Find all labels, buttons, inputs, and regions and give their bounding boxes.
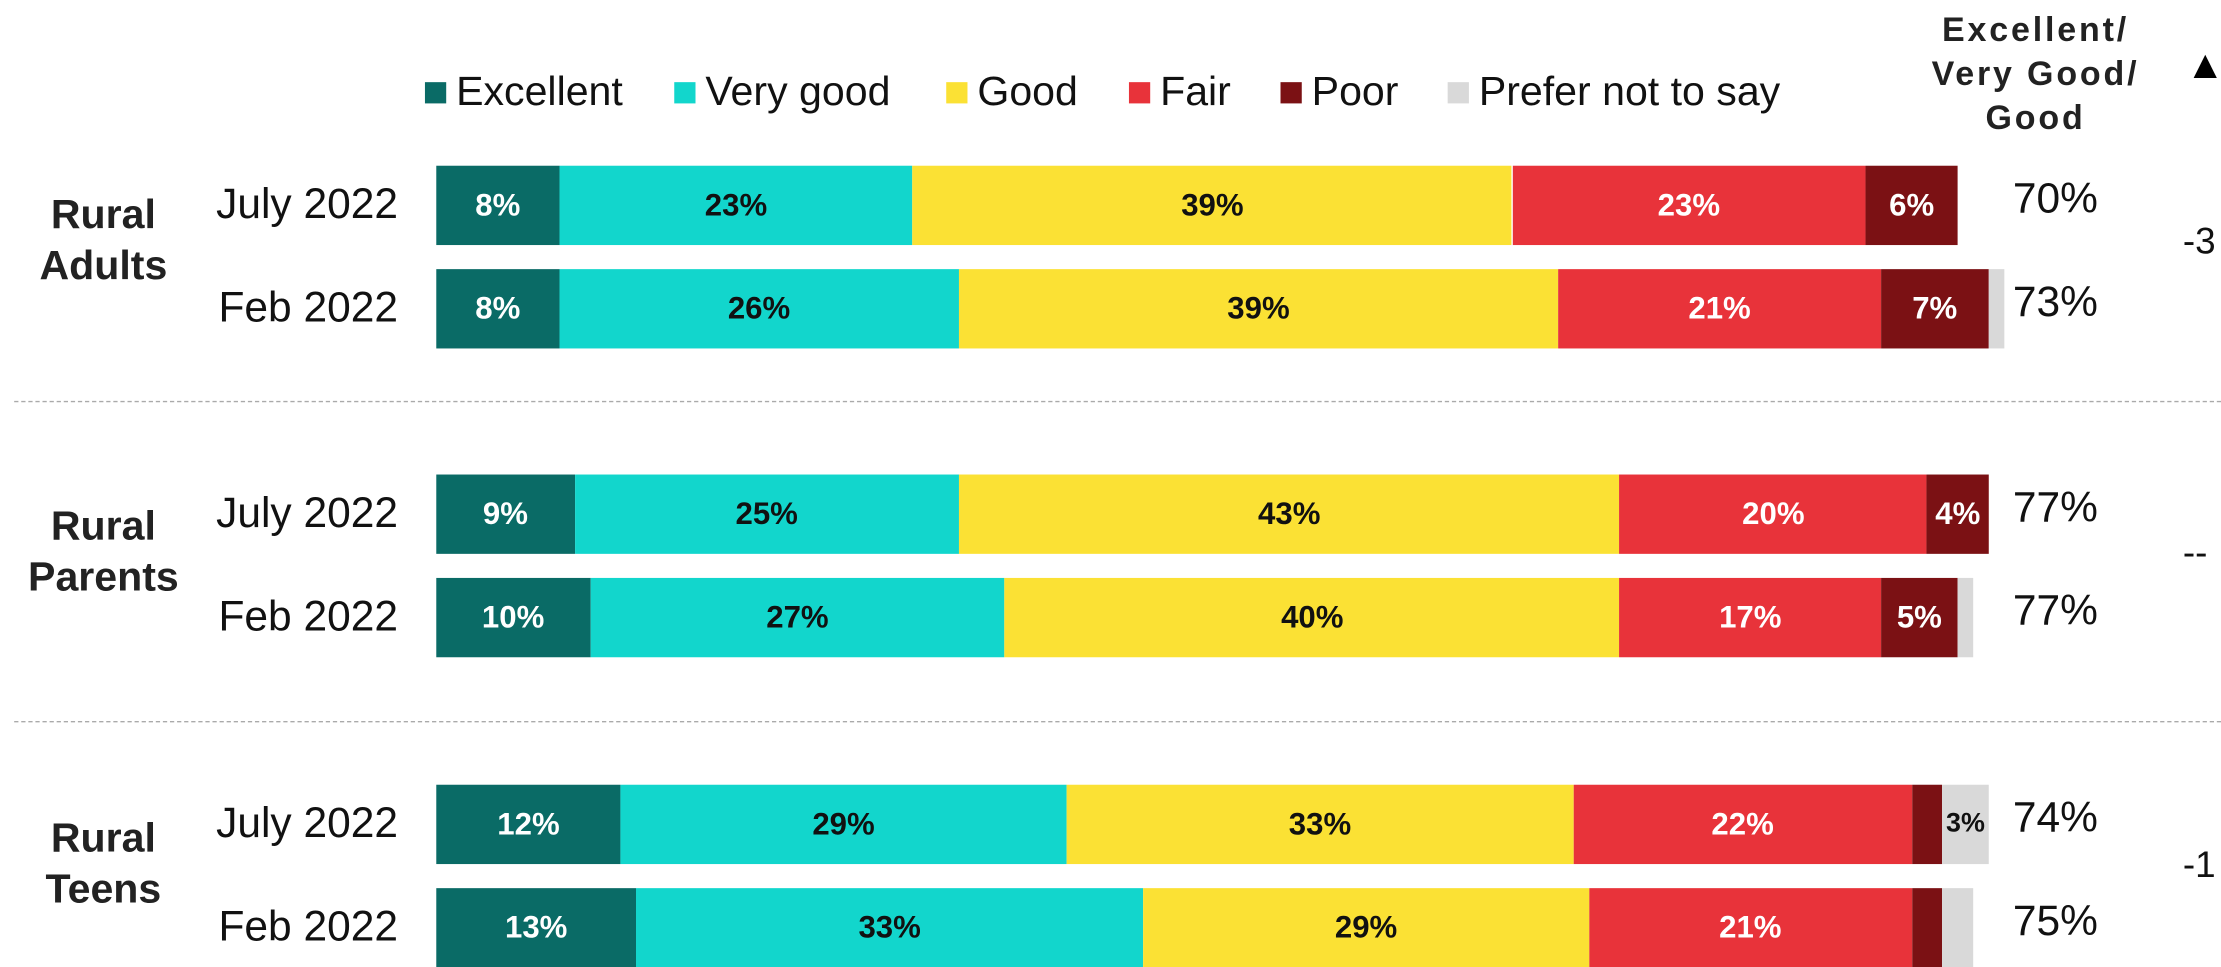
value-label: 17%	[1719, 599, 1782, 635]
bar-segment: 21%	[1558, 269, 1881, 349]
legend-label: Prefer not to say	[1478, 69, 1781, 115]
value-label: 23%	[1657, 186, 1721, 223]
bar-segment	[1957, 577, 1974, 658]
row-label: July 2022	[216, 490, 399, 537]
change-label: -3	[2182, 219, 2216, 263]
value-label: 13%	[504, 909, 568, 945]
summary-value: 77%	[2012, 587, 2098, 635]
bar-segment: 33%	[1066, 784, 1574, 865]
row-label: Feb 2022	[218, 593, 399, 641]
bar-segment: 13%	[436, 888, 637, 967]
bar-segment: 39%	[958, 269, 1559, 349]
bar-segment: 10%	[436, 577, 590, 658]
bar-segment: 4%	[1927, 474, 1989, 554]
bar-segment	[1911, 888, 1943, 967]
bar-segment: 23%	[1512, 165, 1866, 246]
bar-segment: 39%	[912, 165, 1513, 246]
summary-value: 73%	[2012, 279, 2098, 326]
value-label: 5%	[1896, 599, 1942, 635]
bar-segment: 17%	[1619, 577, 1881, 658]
legend-swatch	[1280, 82, 1302, 104]
value-label: 27%	[766, 599, 829, 635]
bar-segment: 8%	[436, 269, 560, 349]
bar-segment: 12%	[436, 784, 621, 865]
value-label: 39%	[1181, 186, 1244, 223]
bar-segment: 40%	[1004, 577, 1620, 658]
value-label: 20%	[1742, 495, 1805, 532]
bar-segment: 9%	[436, 474, 575, 554]
row-label: Feb 2022	[218, 284, 399, 332]
bar-segment	[1942, 888, 1974, 967]
row-label: July 2022	[216, 800, 399, 848]
legend-swatch	[1447, 82, 1469, 104]
bar-segment: 27%	[589, 577, 1005, 658]
value-label: 10%	[481, 599, 545, 635]
value-label: 12%	[497, 805, 560, 842]
value-label: 39%	[1227, 290, 1290, 326]
value-label: 33%	[858, 909, 921, 945]
bar-segment: 29%	[1143, 888, 1589, 967]
bar-segment: 29%	[620, 784, 1067, 865]
bar-segment: 3%	[1942, 784, 1989, 865]
legend-label: Very good	[705, 69, 891, 115]
group-label: Rural Adults	[39, 192, 168, 289]
value-label: 29%	[1334, 909, 1398, 945]
bar-segment: 8%	[436, 165, 560, 246]
summary-title: Excellent/ Very Good/ Good	[1931, 11, 2140, 138]
bar-segment: 25%	[574, 474, 959, 554]
summary-value: 70%	[2012, 175, 2098, 223]
separator	[14, 400, 2221, 403]
value-label: 22%	[1711, 805, 1774, 842]
value-label: 26%	[727, 290, 791, 326]
value-label: 6%	[1889, 186, 1935, 223]
bar-segment: 20%	[1619, 474, 1928, 554]
legend-label: Poor	[1311, 69, 1399, 115]
row-label: Feb 2022	[218, 903, 399, 951]
legend-label: Excellent	[456, 69, 623, 115]
value-label: 21%	[1688, 290, 1751, 326]
summary-value: 77%	[2012, 484, 2098, 532]
value-label: 3%	[1946, 808, 1985, 839]
value-label: 23%	[704, 186, 768, 223]
value-label: 7%	[1912, 290, 1958, 326]
value-label: 40%	[1281, 599, 1344, 635]
separator	[14, 720, 2221, 723]
bar-segment: 7%	[1880, 269, 1989, 349]
bar-segment: 23%	[559, 165, 913, 246]
summary-value: 74%	[2012, 794, 2098, 842]
bar-segment: 22%	[1573, 784, 1912, 865]
row-label: July 2022	[216, 181, 399, 229]
value-label: 43%	[1258, 495, 1321, 532]
value-label: 25%	[735, 495, 798, 532]
bar-segment	[1911, 784, 1943, 865]
change-label: --	[2182, 531, 2208, 574]
value-label: 21%	[1719, 909, 1782, 945]
value-label: 9%	[482, 495, 528, 532]
change-label: -1	[2182, 842, 2216, 886]
bar-segment: 43%	[958, 474, 1620, 554]
value-label: 33%	[1288, 805, 1352, 842]
value-label: 29%	[812, 805, 875, 842]
legend-label: Good	[977, 69, 1078, 115]
legend-label: Fair	[1160, 69, 1231, 115]
bar-segment	[1988, 269, 2004, 349]
bar-segment: 33%	[636, 888, 1144, 967]
value-label: 4%	[1935, 495, 1981, 532]
group-label: Rural Parents	[28, 504, 179, 601]
group-label: Rural Teens	[45, 815, 162, 913]
bar-segment: 5%	[1880, 577, 1958, 658]
legend-swatch	[946, 82, 968, 104]
value-label: 8%	[475, 186, 521, 223]
change-title: ▲	[2185, 42, 2221, 87]
bar-segment: 6%	[1865, 165, 1958, 246]
legend-swatch	[1128, 82, 1151, 104]
summary-value: 75%	[2012, 898, 2098, 945]
bar-segment: 26%	[559, 269, 959, 349]
value-label: 8%	[475, 290, 521, 326]
bar-segment: 21%	[1588, 888, 1912, 967]
legend-swatch	[424, 82, 447, 104]
legend-swatch	[674, 82, 696, 104]
